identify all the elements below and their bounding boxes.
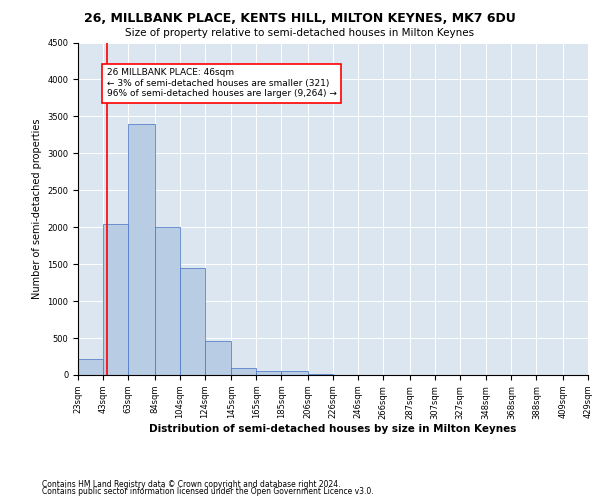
Bar bbox=[180, 268, 205, 375]
Bar bbox=[205, 341, 231, 375]
Bar bbox=[155, 227, 180, 375]
Y-axis label: Number of semi-detached properties: Number of semi-detached properties bbox=[32, 118, 41, 299]
Bar bbox=[308, 374, 333, 375]
Bar bbox=[103, 224, 128, 375]
Text: 26, MILLBANK PLACE, KENTS HILL, MILTON KEYNES, MK7 6DU: 26, MILLBANK PLACE, KENTS HILL, MILTON K… bbox=[84, 12, 516, 26]
X-axis label: Distribution of semi-detached houses by size in Milton Keynes: Distribution of semi-detached houses by … bbox=[149, 424, 517, 434]
Bar bbox=[231, 368, 256, 375]
Bar bbox=[256, 370, 281, 375]
Text: Size of property relative to semi-detached houses in Milton Keynes: Size of property relative to semi-detach… bbox=[125, 28, 475, 38]
Text: Contains public sector information licensed under the Open Government Licence v3: Contains public sector information licen… bbox=[42, 488, 374, 496]
Text: 26 MILLBANK PLACE: 46sqm
← 3% of semi-detached houses are smaller (321)
96% of s: 26 MILLBANK PLACE: 46sqm ← 3% of semi-de… bbox=[107, 68, 337, 98]
Bar bbox=[78, 358, 103, 375]
Text: Contains HM Land Registry data © Crown copyright and database right 2024.: Contains HM Land Registry data © Crown c… bbox=[42, 480, 341, 489]
Bar bbox=[281, 371, 308, 375]
Bar bbox=[128, 124, 155, 375]
